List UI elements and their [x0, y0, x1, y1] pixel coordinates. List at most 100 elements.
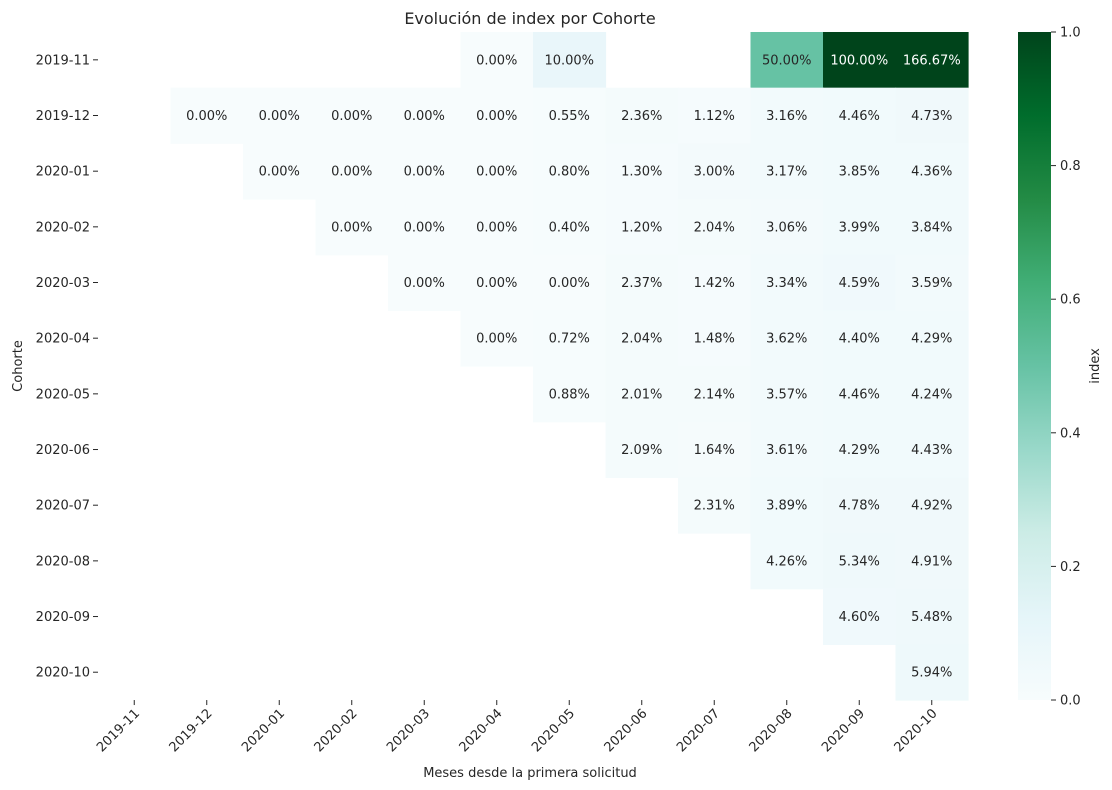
heatmap-cell — [895, 477, 969, 534]
y-tick-label: 2020-02 — [36, 220, 90, 235]
x-tick-label: 2019-11 — [94, 706, 143, 755]
cell-value-label: 0.00% — [476, 220, 517, 235]
y-tick-label: 2020-09 — [36, 610, 90, 625]
cell-value-label: 4.59% — [839, 276, 880, 291]
heatmap-cell — [823, 588, 897, 645]
cell-value-label: 0.00% — [476, 332, 517, 347]
x-tick-label: 2020-06 — [602, 706, 651, 755]
cell-value-label: 5.48% — [911, 610, 952, 625]
heatmap-cell — [533, 87, 607, 144]
cell-value-label: 0.00% — [476, 276, 517, 291]
heatmap-cell — [895, 32, 969, 89]
heatmap-cell — [823, 366, 897, 423]
heatmap-cell — [460, 32, 534, 89]
cell-value-label: 0.00% — [186, 109, 227, 124]
heatmap-cell — [750, 366, 824, 423]
y-tick-label: 2020-08 — [36, 554, 90, 569]
cell-value-label: 4.29% — [839, 443, 880, 458]
heatmap-cell — [388, 87, 462, 144]
x-tick-label: 2020-08 — [747, 706, 796, 755]
cell-value-label: 4.92% — [911, 499, 952, 514]
cell-value-label: 0.00% — [476, 165, 517, 180]
cell-value-label: 4.26% — [766, 554, 807, 569]
heatmap-cell — [460, 87, 534, 144]
x-tick-label: 2020-09 — [819, 706, 868, 755]
colorbar-tick-label: 0.2 — [1060, 560, 1081, 575]
y-tick-label: 2019-12 — [36, 109, 90, 124]
cell-value-label: 0.00% — [331, 220, 372, 235]
heatmap-cell — [388, 143, 462, 200]
cell-value-label: 0.80% — [549, 165, 590, 180]
cell-value-label: 4.73% — [911, 109, 952, 124]
cell-value-label: 3.17% — [766, 165, 807, 180]
x-tick-label: 2020-05 — [529, 706, 578, 755]
colorbar-tick-label: 0.0 — [1060, 694, 1081, 709]
cell-value-label: 1.12% — [694, 109, 735, 124]
cell-value-label: 4.46% — [839, 387, 880, 402]
heatmap-cell — [895, 254, 969, 311]
heatmap-cell — [678, 310, 752, 367]
heatmap-cell — [170, 87, 244, 144]
cell-value-label: 1.42% — [694, 276, 735, 291]
heatmap-cell — [678, 87, 752, 144]
cell-value-label: 3.06% — [766, 220, 807, 235]
cell-value-label: 4.36% — [911, 165, 952, 180]
heatmap-cell — [895, 366, 969, 423]
cell-value-label: 4.29% — [911, 332, 952, 347]
cell-value-label: 3.00% — [694, 165, 735, 180]
heatmap-cell — [750, 87, 824, 144]
heatmap-cell — [823, 477, 897, 534]
cell-value-label: 3.59% — [911, 276, 952, 291]
y-axis-label: Cohorte — [11, 340, 26, 392]
heatmap-cell — [823, 199, 897, 256]
cell-value-label: 4.78% — [839, 499, 880, 514]
x-axis-ticks: 2019-11 2019-12 2020-01 2020-02 2020-03 2020-… — [94, 700, 941, 755]
cell-value-label: 2.09% — [621, 443, 662, 458]
cell-value-label: 0.00% — [259, 165, 300, 180]
heatmap-cell — [750, 143, 824, 200]
cell-value-label: 3.84% — [911, 220, 952, 235]
cell-value-label: 1.64% — [694, 443, 735, 458]
heatmap-cell — [533, 366, 607, 423]
cell-value-label: 2.37% — [621, 276, 662, 291]
cell-value-label: 3.89% — [766, 499, 807, 514]
heatmap-cell — [605, 366, 679, 423]
cell-value-label: 3.99% — [839, 220, 880, 235]
heatmap-cell — [823, 254, 897, 311]
colorbar-tick-label: 0.8 — [1060, 159, 1081, 174]
chart-title: Evolución de index por Cohorte — [404, 9, 655, 28]
heatmap-cell — [750, 533, 824, 590]
cell-value-label: 4.60% — [839, 610, 880, 625]
x-tick-label: 2020-01 — [239, 706, 288, 755]
heatmap-cell — [678, 421, 752, 478]
cell-value-label: 0.00% — [404, 276, 445, 291]
heatmap-cell — [678, 366, 752, 423]
cell-value-label: 3.16% — [766, 109, 807, 124]
x-tick-label: 2020-07 — [674, 706, 723, 755]
cell-value-label: 0.55% — [549, 109, 590, 124]
cell-value-label: 0.72% — [549, 332, 590, 347]
heatmap-cell — [533, 32, 607, 89]
heatmap-cell — [460, 143, 534, 200]
cell-value-label: 0.00% — [476, 53, 517, 68]
cell-value-label: 3.34% — [766, 276, 807, 291]
y-tick-label: 2020-05 — [36, 387, 90, 402]
x-axis-label: Meses desde la primera solicitud — [423, 766, 637, 781]
cell-value-label: 3.57% — [766, 387, 807, 402]
cell-value-label: 0.00% — [331, 165, 372, 180]
cell-value-label: 100.00% — [830, 53, 888, 68]
y-tick-label: 2020-06 — [36, 443, 90, 458]
y-tick-label: 2020-04 — [36, 332, 90, 347]
heatmap-cell — [823, 32, 897, 89]
heatmap-cell — [315, 143, 389, 200]
heatmap-cell — [750, 421, 824, 478]
cell-value-label: 0.00% — [404, 220, 445, 235]
heatmap-cell — [823, 421, 897, 478]
cell-value-label: 2.04% — [694, 220, 735, 235]
cell-value-label: 50.00% — [762, 53, 812, 68]
heatmap-cell — [823, 87, 897, 144]
heatmap-cell — [895, 644, 969, 701]
cell-value-label: 2.01% — [621, 387, 662, 402]
colorbar-tick-label: 0.4 — [1060, 426, 1081, 441]
cell-value-label: 166.67% — [903, 53, 961, 68]
